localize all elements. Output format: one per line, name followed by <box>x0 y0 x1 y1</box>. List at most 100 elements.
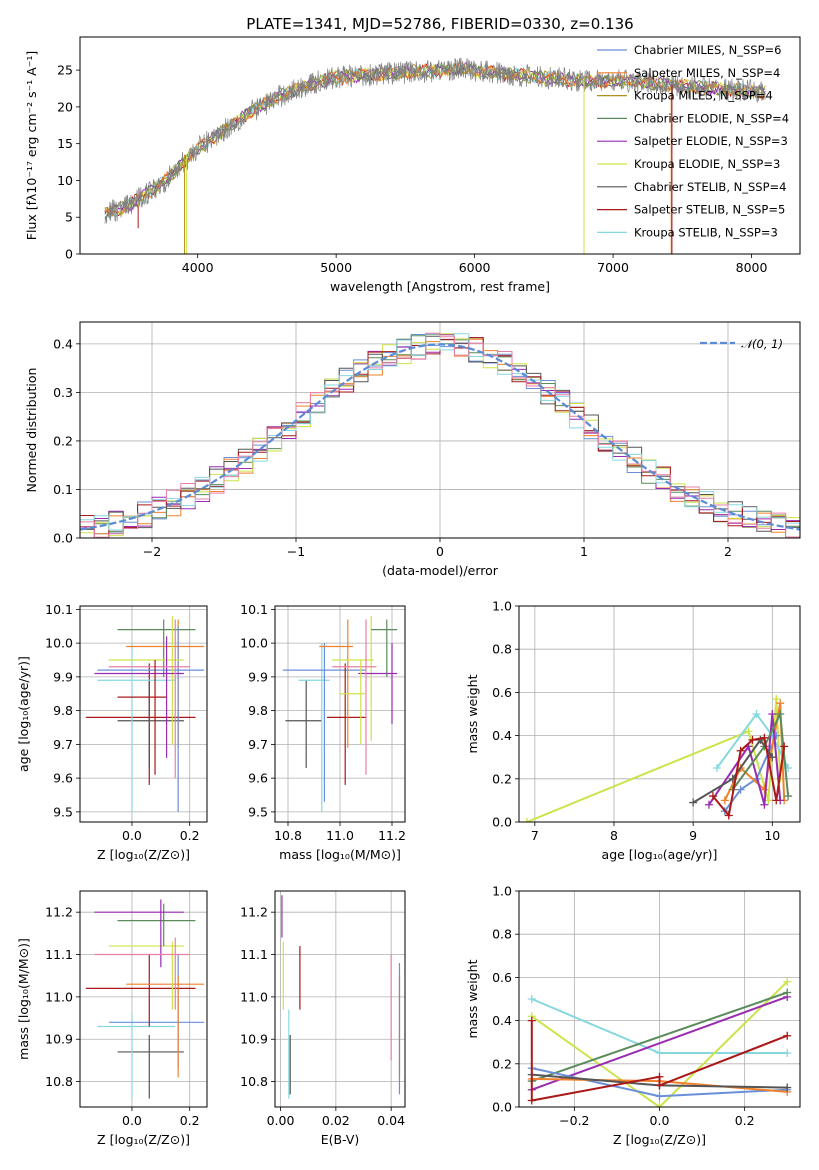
figure-title: PLATE=1341, MJD=52786, FIBERID=0330, z=0… <box>246 15 633 33</box>
legend-label: Chabrier ELODIE, N_SSP=4 <box>634 111 789 125</box>
weight-marker <box>748 735 757 744</box>
weight-marker <box>655 1092 664 1101</box>
weight-marker <box>783 1031 792 1040</box>
weight-marker <box>655 1081 664 1090</box>
y-tick-label: 11.1 <box>240 947 268 962</box>
weight-marker <box>780 742 789 751</box>
y-tick-label: 1.0 <box>492 884 512 899</box>
y-tick-label: 0.4 <box>492 1013 512 1028</box>
x-axis-label: Z [log₁₀(Z/Z⊙)] <box>97 847 190 862</box>
axes-frame <box>79 36 801 255</box>
x-tick-label: 0.00 <box>267 1113 295 1128</box>
x-tick-label: 0.2 <box>180 1113 200 1128</box>
weight-marker <box>736 785 745 794</box>
weight-marker <box>744 727 753 736</box>
y-tick-label: 9.6 <box>53 771 73 786</box>
x-tick-label: 6000 <box>459 260 491 275</box>
y-tick-label: 0.4 <box>492 728 512 743</box>
legend-label: 𝒩(0, 1) <box>741 337 783 351</box>
weight-marker <box>783 977 792 986</box>
axes-frame <box>518 605 801 823</box>
legend-label: Kroupa MILES, N_SSP=4 <box>634 89 773 103</box>
y-tick-label: 0 <box>65 247 73 262</box>
histogram-step <box>80 332 800 538</box>
y-tick-label: 10.1 <box>45 602 73 617</box>
legend-label: Salpeter STELIB, N_SSP=5 <box>634 203 785 217</box>
weight-line <box>723 735 778 812</box>
x-tick-label: −0.2 <box>559 1113 589 1128</box>
x-tick-label: 11.0 <box>326 828 354 843</box>
weight-marker <box>736 746 745 755</box>
plot-area <box>85 899 205 1099</box>
weight-marker <box>768 753 777 762</box>
data-spectrum <box>104 57 766 224</box>
panel-mass-vs-ebv: 0.00 0.02 0.04 10.8 10.9 11.0 11.1 11.2 E(B-V) <box>240 890 406 1147</box>
x-tick-label: −1 <box>287 544 305 559</box>
weight-marker <box>783 1083 792 1092</box>
legend-label: Chabrier MILES, N_SSP=6 <box>634 43 781 57</box>
weight-marker <box>527 995 536 1003</box>
weight-marker <box>522 818 531 822</box>
plot-area <box>281 895 401 1099</box>
weight-marker <box>527 1096 536 1105</box>
y-tick-label: 9.6 <box>248 771 268 786</box>
x-axis-label: E(B-V) <box>321 1132 360 1147</box>
axes-frame <box>518 890 801 1108</box>
weight-line <box>526 698 782 822</box>
weight-line <box>531 991 788 1083</box>
x-tick-label: 5000 <box>320 260 352 275</box>
weight-marker <box>655 1049 664 1057</box>
panel-weight-vs-age: 7 8 9 10 0.0 0.2 0.4 0.6 0.8 1.0 age [log₁₀(age/yr… <box>465 599 801 862</box>
y-tick-label: 11.2 <box>45 905 73 920</box>
y-tick-label: 0.2 <box>492 771 512 786</box>
weight-marker <box>784 792 793 801</box>
panel-age-vs-Z: 0.0 0.2 9.5 9.6 9.7 9.8 9.9 10.0 10.1 Z [log₁₀(Z/… <box>16 602 208 862</box>
y-tick-label: 10.1 <box>240 602 268 617</box>
panel-age-vs-mass: 10.8 11.0 11.2 9.5 9.6 9.7 9.8 9.9 10.0 10.1 mass … <box>240 602 406 862</box>
weight-marker <box>783 1049 792 1057</box>
y-tick-label: 9.5 <box>53 804 73 819</box>
y-tick-label: 10.8 <box>240 1074 268 1089</box>
y-tick-label: 11.0 <box>240 989 268 1004</box>
weight-marker <box>712 764 721 772</box>
y-tick-label: 9.7 <box>248 737 268 752</box>
plot-area <box>85 616 205 812</box>
x-axis-label: (data-model)/error <box>382 563 499 578</box>
x-tick-label: 9 <box>689 828 697 843</box>
y-tick-label: 10 <box>57 173 73 188</box>
x-axis-label: mass [log₁₀(M/M⊙)] <box>279 847 401 862</box>
x-tick-label: 0.2 <box>180 828 200 843</box>
weight-marker <box>724 811 733 820</box>
x-tick-label: 8000 <box>736 260 768 275</box>
y-tick-label: 9.8 <box>53 703 73 718</box>
weight-marker <box>760 785 769 794</box>
legend-label: Salpeter MILES, N_SSP=4 <box>634 66 780 80</box>
y-tick-label: 9.9 <box>248 669 268 684</box>
weight-marker <box>689 798 698 807</box>
y-tick-label: 20 <box>57 99 73 114</box>
axes-frame <box>79 321 801 539</box>
x-tick-label: 8 <box>610 828 618 843</box>
y-axis-label: Flux [fλ10⁻¹⁷ erg cm⁻² s⁻¹ A⁻¹] <box>24 51 39 240</box>
plot-area <box>80 332 800 538</box>
y-tick-label: 11.0 <box>45 989 73 1004</box>
weight-marker <box>655 1072 664 1081</box>
y-tick-label: 1.0 <box>492 599 512 614</box>
legend-label: Salpeter ELODIE, N_SSP=3 <box>634 134 788 148</box>
x-axis-label: Z [log₁₀(Z/Z⊙)] <box>613 1132 706 1147</box>
y-tick-label: 0.0 <box>492 1100 512 1115</box>
legend-label: Kroupa ELODIE, N_SSP=3 <box>634 157 780 171</box>
x-tick-label: 11.2 <box>378 828 406 843</box>
y-tick-label: 0.0 <box>492 815 512 830</box>
weight-marker <box>708 792 717 801</box>
y-tick-label: 9.8 <box>248 703 268 718</box>
y-tick-label: 25 <box>57 63 73 78</box>
x-tick-label: 7000 <box>597 260 629 275</box>
legend-label: Chabrier STELIB, N_SSP=4 <box>634 180 786 194</box>
y-tick-label: 9.7 <box>53 737 73 752</box>
legend-label: Kroupa STELIB, N_SSP=3 <box>634 225 778 239</box>
y-axis-label: mass weight <box>465 959 480 1038</box>
weight-marker <box>772 694 781 703</box>
x-tick-label: 0.0 <box>650 1113 670 1128</box>
